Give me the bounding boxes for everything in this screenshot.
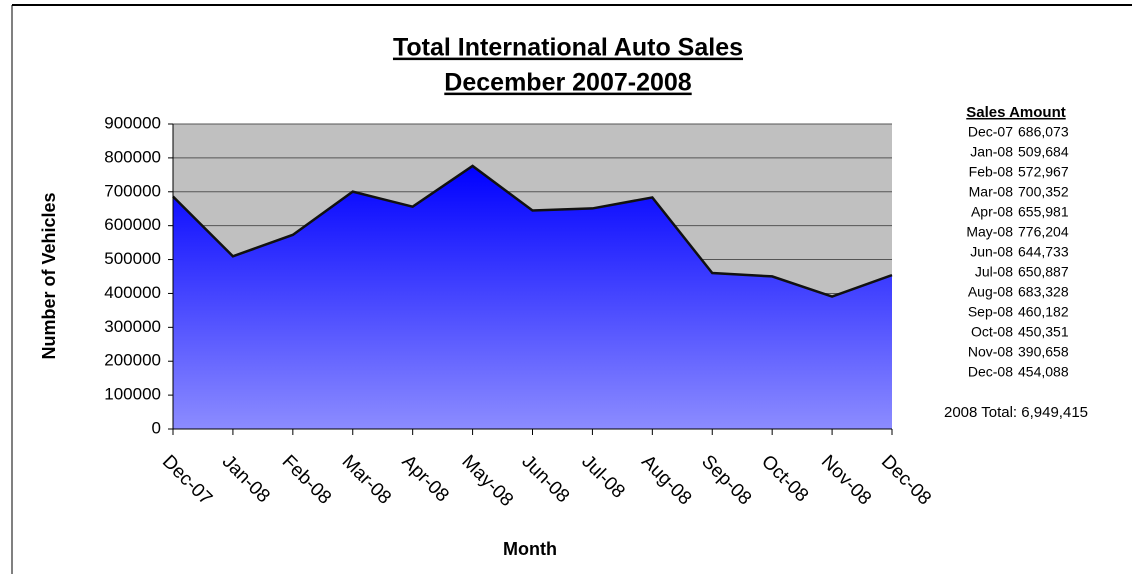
table-value: 509,684 [1018, 144, 1069, 160]
x-tick-label: May-08 [458, 451, 518, 511]
table-value: 686,073 [1018, 124, 1069, 140]
table-value: 776,204 [1018, 224, 1069, 240]
x-tick-label: Jul-08 [577, 451, 628, 502]
area [173, 165, 892, 429]
table-month: Dec-07 [968, 124, 1013, 140]
table-month: Mar-08 [969, 184, 1014, 200]
y-tick-label: 300000 [104, 317, 161, 336]
table-value: 683,328 [1018, 284, 1069, 300]
area-line [172, 164, 893, 298]
x-tick-label: Dec-08 [877, 451, 935, 509]
table-value: 572,967 [1018, 164, 1069, 180]
y-tick-label: 200000 [104, 351, 161, 370]
total-label: 2008 Total: 6,949,415 [944, 404, 1088, 421]
x-tick-label: Sep-08 [697, 451, 755, 509]
table-month: Nov-08 [968, 344, 1013, 360]
table-value: 454,088 [1018, 364, 1069, 380]
y-tick-label: 100000 [104, 385, 161, 404]
table-value: 460,182 [1018, 304, 1069, 320]
table-month: Jan-08 [970, 144, 1013, 160]
table-month: Jun-08 [970, 244, 1013, 260]
table-value: 650,887 [1018, 264, 1069, 280]
y-tick-label: 800000 [104, 147, 161, 166]
table-value: 700,352 [1018, 184, 1069, 200]
table-title: Sales Amount [966, 104, 1065, 121]
table-month: Jul-08 [975, 264, 1013, 280]
x-tick-label: Dec-07 [158, 451, 216, 509]
table-month: May-08 [966, 224, 1013, 240]
x-tick-label: Mar-08 [338, 451, 395, 508]
x-tick-label: Apr-08 [398, 451, 453, 506]
y-tick-label: 900000 [104, 113, 161, 132]
chart-subtitle: December 2007-2008 [444, 69, 691, 97]
x-axis-label: Month [503, 539, 557, 559]
table-value: 450,351 [1018, 324, 1069, 340]
x-tick-label: Oct-08 [757, 451, 812, 506]
y-axis-label: Number of Vehicles [39, 192, 59, 359]
x-tick-label: Aug-08 [637, 451, 695, 509]
table-value: 390,658 [1018, 344, 1069, 360]
table-month: Sep-08 [968, 304, 1013, 320]
table-month: Aug-08 [968, 284, 1013, 300]
table-value: 655,981 [1018, 204, 1069, 220]
chart-title: Total International Auto Sales [393, 34, 743, 62]
y-tick-label: 500000 [104, 249, 161, 268]
x-tick-label: Jan-08 [218, 451, 274, 507]
x-tick-label: Jun-08 [517, 451, 573, 507]
y-tick-label: 0 [152, 418, 161, 437]
y-tick-label: 700000 [104, 181, 161, 200]
x-tick-label: Feb-08 [278, 451, 335, 508]
table-month: Apr-08 [971, 204, 1013, 220]
y-tick-label: 600000 [104, 215, 161, 234]
x-tick-label: Nov-08 [817, 451, 875, 509]
table-month: Feb-08 [969, 164, 1014, 180]
table-month: Dec-08 [968, 364, 1013, 380]
y-tick-label: 400000 [104, 283, 161, 302]
table-month: Oct-08 [971, 324, 1013, 340]
table-value: 644,733 [1018, 244, 1069, 260]
